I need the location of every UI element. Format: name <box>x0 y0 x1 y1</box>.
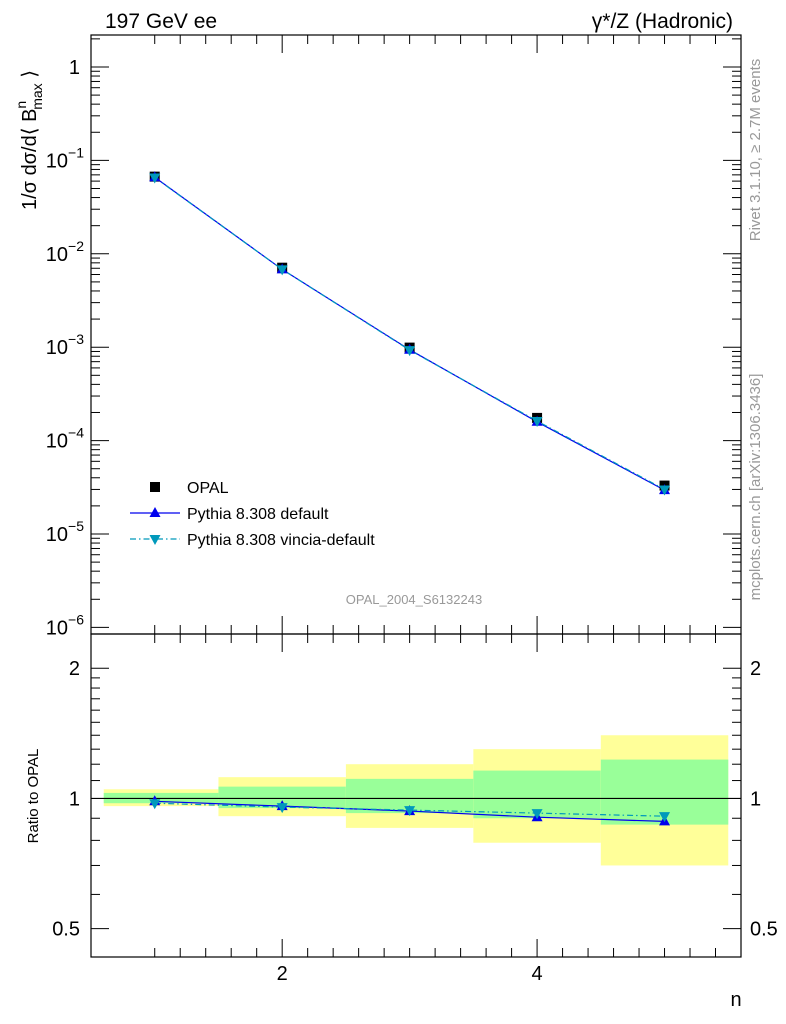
ratio-ytick-label-right: 1 <box>750 788 761 810</box>
ratio-panel-frame <box>90 633 742 958</box>
legend-marker-1 <box>149 507 161 517</box>
rivet-label: Rivet 3.1.10, ≥ 2.7M events <box>747 59 764 242</box>
ratio-line-pythia-8-308-vincia-default <box>154 802 665 817</box>
ratio-point-pythia-8-308-vincia-default-0 <box>149 799 161 810</box>
series-markers <box>130 171 671 826</box>
series-lines <box>154 176 665 823</box>
main-ylabel: 1/σ dσ/d⟨ Bnmax ⟩ <box>13 70 45 210</box>
main-ytick-label: 1 <box>69 57 80 79</box>
analysis-id: OPAL_2004_S6132243 <box>346 592 482 607</box>
ratio-ytick-label-left: 0.5 <box>52 919 80 941</box>
legend-marker-2 <box>149 535 161 545</box>
x-tick-label: 4 <box>532 963 543 985</box>
ratio-point-pythia-8-308-vincia-default-4 <box>659 812 671 823</box>
main-point-pythia-8-308-vincia-default-2 <box>404 346 416 357</box>
main-ytick-label: 10−2 <box>46 238 84 266</box>
main-point-pythia-8-308-vincia-default-4 <box>659 485 671 496</box>
main-ytick-label: 10−5 <box>46 518 84 546</box>
ratio-point-pythia-8-308-vincia-default-3 <box>531 809 543 820</box>
main-ytick-label: 10−6 <box>46 611 84 639</box>
x-axis-label: n <box>730 989 741 1011</box>
main-ytick-label: 10−3 <box>46 331 84 359</box>
legend-marker-0 <box>150 482 160 492</box>
chart-text: 197 GeV ee γ*/Z (Hadronic) OPAL_2004_S61… <box>13 10 778 1011</box>
ratio-ytick-label-left: 2 <box>69 658 80 680</box>
ratio-ylabel: Ratio to OPAL <box>25 749 42 844</box>
svg-text:1/σ dσ/d⟨ Bnmax ⟩: 1/σ dσ/d⟨ Bnmax ⟩ <box>13 70 45 210</box>
main-point-pythia-8-308-vincia-default-3 <box>531 417 543 428</box>
axes-frames <box>90 34 742 958</box>
main-line-pythia-8-308-default <box>154 176 665 491</box>
mcplots-label: mcplots.cern.ch [arXiv:1306.3436] <box>747 374 764 601</box>
main-point-pythia-8-308-vincia-default-0 <box>149 173 161 184</box>
main-line-pythia-8-308-vincia-default <box>154 177 665 490</box>
header-right: γ*/Z (Hadronic) <box>592 10 733 33</box>
ratio-point-pythia-8-308-vincia-default-2 <box>404 806 416 817</box>
ratio-ytick-label-right: 0.5 <box>750 919 778 941</box>
ratio-ytick-label-left: 1 <box>69 788 80 810</box>
main-point-pythia-8-308-vincia-default-1 <box>276 265 288 276</box>
legend-label-1: Pythia 8.308 default <box>187 506 329 523</box>
header-left: 197 GeV ee <box>105 10 217 33</box>
ratio-ytick-label-right: 2 <box>750 658 761 680</box>
x-tick-label: 2 <box>277 963 288 985</box>
legend-label-0: OPAL <box>187 480 229 497</box>
ratio-band-green-1 <box>218 786 346 809</box>
uncertainty-bands <box>91 735 741 866</box>
ratio-point-pythia-8-308-vincia-default-1 <box>276 803 288 814</box>
main-ytick-label: 10−4 <box>46 425 84 453</box>
legend-label-2: Pythia 8.308 vincia-default <box>187 532 375 549</box>
main-ytick-label: 10−1 <box>46 144 84 172</box>
